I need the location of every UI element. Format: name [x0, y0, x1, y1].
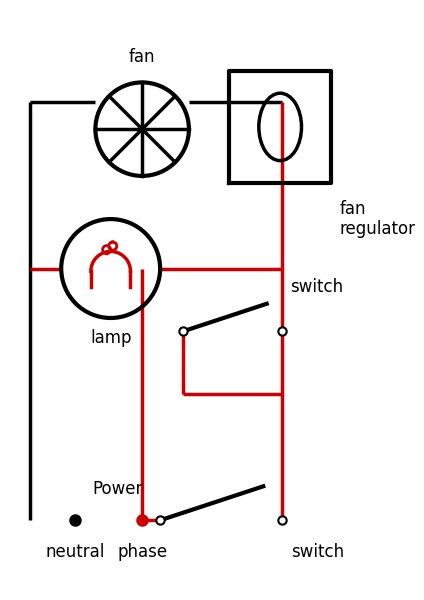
- Text: neutral: neutral: [45, 543, 104, 561]
- Text: phase: phase: [117, 543, 167, 561]
- Text: switch: switch: [290, 278, 343, 296]
- Text: Power: Power: [93, 480, 143, 498]
- Text: fan
regulator: fan regulator: [340, 200, 416, 238]
- Text: fan: fan: [129, 48, 155, 66]
- Text: switch: switch: [291, 543, 344, 561]
- Text: lamp: lamp: [90, 329, 131, 347]
